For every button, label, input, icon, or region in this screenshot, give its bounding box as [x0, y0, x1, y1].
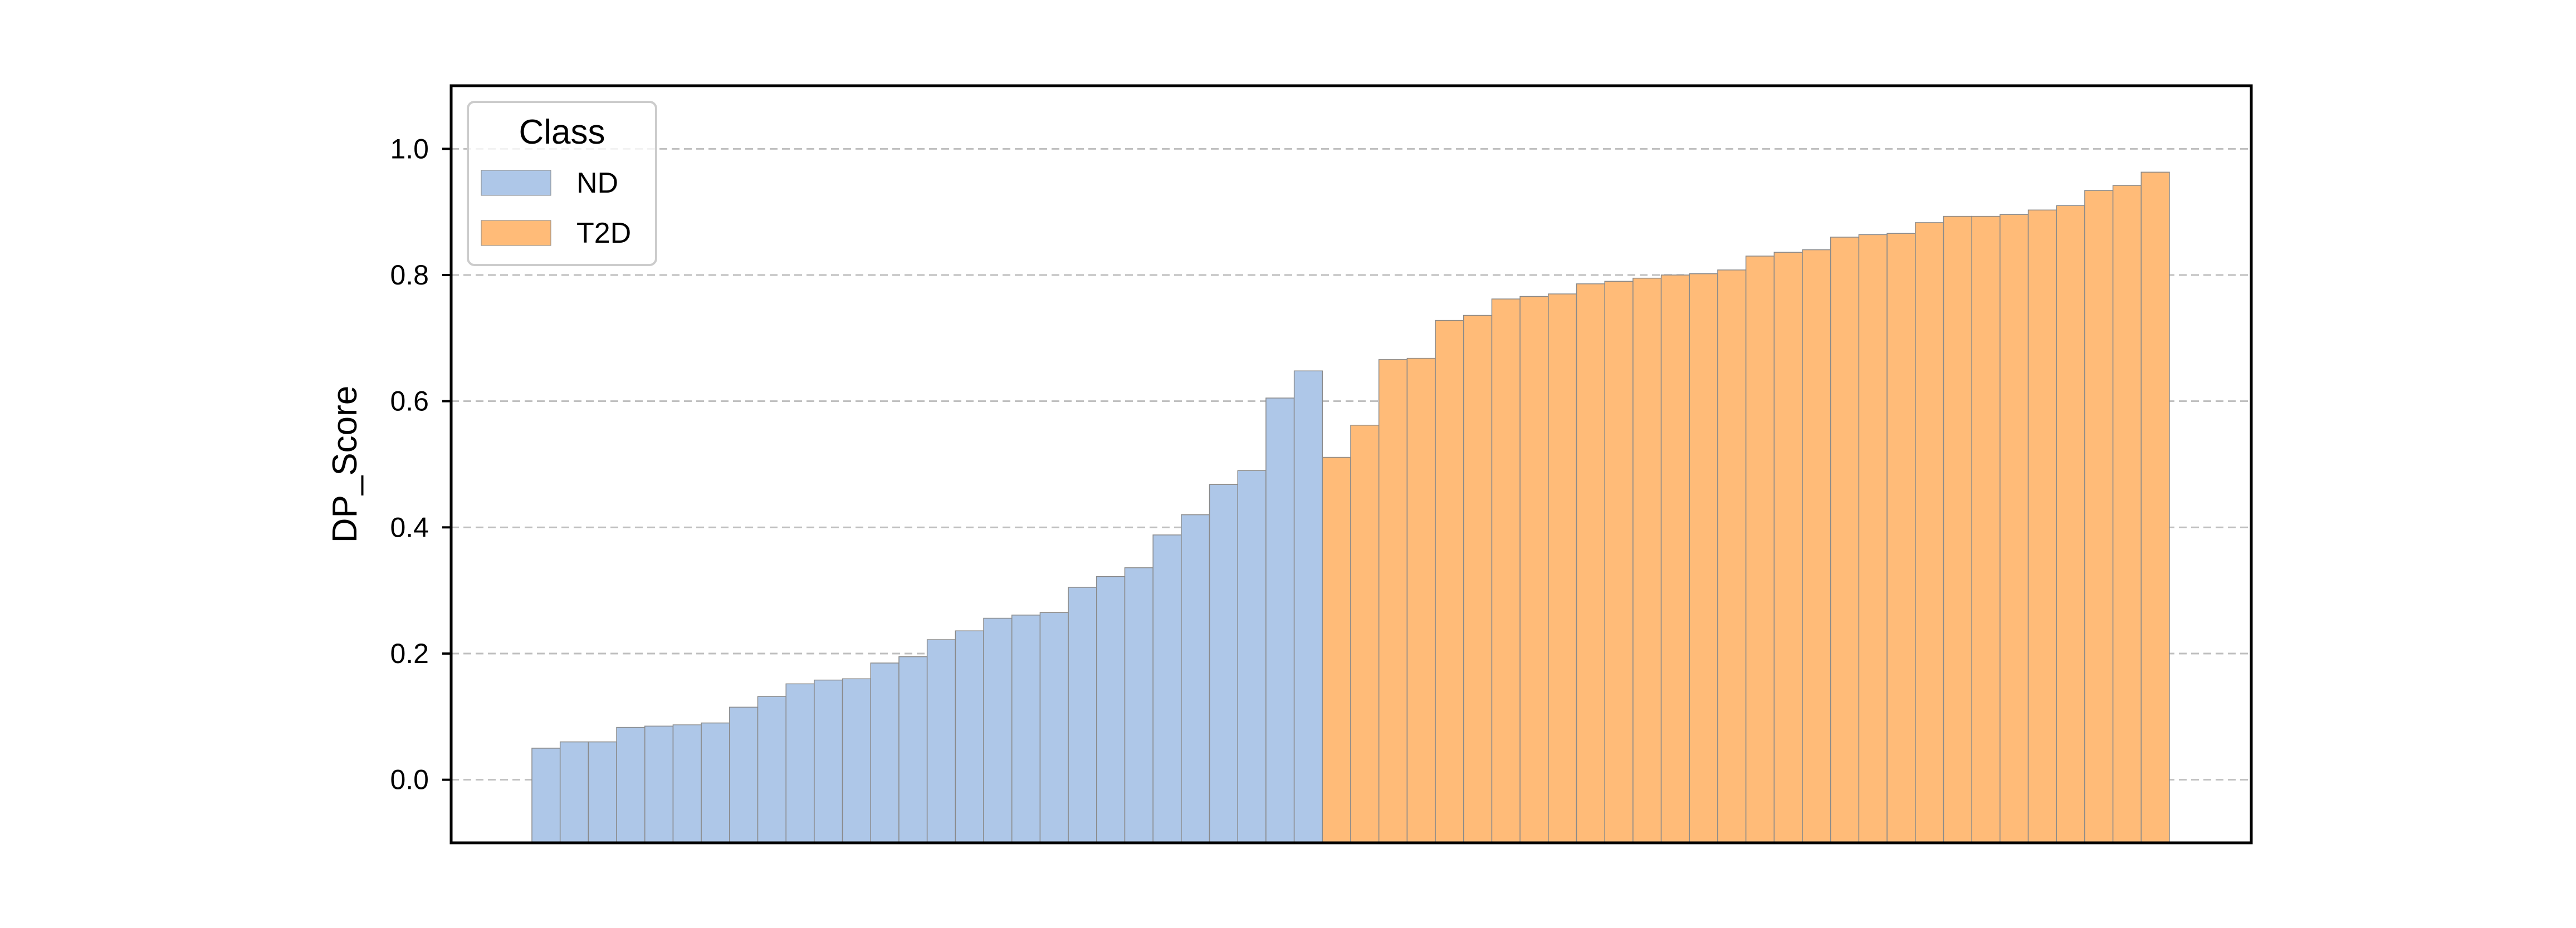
legend-title: Class [519, 113, 605, 151]
bar-nd-5 [644, 725, 674, 843]
bar-nd-19 [1039, 612, 1069, 843]
bar-t2d-22 [1915, 222, 1944, 843]
bar-nd-17 [983, 617, 1013, 843]
bar-nd-28 [1293, 370, 1323, 843]
bar-nd-21 [1096, 576, 1126, 843]
bar-nd-16 [955, 630, 984, 843]
bar-t2d-27 [2056, 205, 2085, 843]
y-tick-label: 1.0 [390, 133, 429, 164]
bar-t2d-29 [2112, 185, 2142, 843]
legend-swatch-t2d [481, 220, 551, 246]
bar-nd-3 [588, 741, 617, 843]
bar-t2d-7 [1491, 298, 1521, 843]
bar-nd-26 [1237, 470, 1267, 843]
bar-nd-23 [1152, 534, 1182, 843]
bar-t2d-9 [1548, 293, 1577, 843]
bar-t2d-2 [1350, 424, 1380, 843]
legend: Class ND T2D [467, 101, 657, 266]
bar-t2d-5 [1435, 320, 1464, 843]
bar-t2d-12 [1632, 277, 1662, 843]
bar-nd-7 [701, 722, 730, 843]
bar-t2d-18 [1802, 249, 1831, 843]
bar-t2d-10 [1576, 283, 1605, 843]
bar-t2d-24 [1971, 215, 2001, 843]
bar-nd-6 [672, 724, 702, 843]
bar-t2d-11 [1604, 281, 1634, 843]
bar-nd-27 [1265, 397, 1295, 843]
y-tick-label: 0.6 [390, 386, 429, 417]
bar-nd-4 [616, 726, 646, 843]
bar-nd-1 [531, 748, 561, 843]
bar-t2d-19 [1830, 237, 1860, 843]
bar-t2d-13 [1660, 274, 1690, 843]
bar-t2d-30 [2140, 171, 2170, 843]
y-tick-label: 0.2 [390, 638, 429, 669]
bar-nd-25 [1209, 484, 1238, 843]
bar-nd-13 [870, 662, 900, 843]
bar-t2d-4 [1406, 357, 1436, 843]
bar-t2d-17 [1773, 252, 1803, 843]
bar-t2d-21 [1886, 233, 1916, 843]
bar-t2d-15 [1717, 269, 1747, 843]
y-axis-title: DP_Score [326, 386, 364, 543]
bar-t2d-28 [2084, 190, 2114, 843]
bar-nd-24 [1181, 514, 1210, 843]
bar-nd-18 [1011, 615, 1041, 843]
bar-t2d-1 [1322, 456, 1351, 843]
bar-nd-12 [842, 678, 872, 843]
bar-nd-9 [757, 696, 786, 843]
legend-label-nd: ND [576, 167, 618, 199]
bar-nd-11 [814, 679, 843, 843]
bar-nd-8 [729, 706, 759, 843]
y-tick-label: 0.0 [390, 764, 429, 796]
bar-nd-15 [926, 639, 956, 843]
bar-t2d-23 [1943, 215, 1972, 843]
bar-nd-22 [1124, 567, 1153, 843]
bar-t2d-16 [1745, 256, 1775, 843]
bar-nd-10 [785, 683, 815, 843]
bar-nd-2 [559, 741, 589, 843]
bar-t2d-6 [1463, 315, 1493, 843]
bar-t2d-3 [1378, 359, 1408, 843]
bar-t2d-8 [1519, 296, 1549, 843]
bar-nd-14 [898, 656, 928, 843]
bar-t2d-20 [1858, 234, 1888, 843]
y-tick-label: 0.4 [390, 512, 429, 543]
legend-label-t2d: T2D [576, 217, 631, 249]
legend-swatch-nd [481, 170, 551, 196]
bar-t2d-14 [1689, 273, 1718, 843]
y-axis: 0.0 0.2 0.4 0.6 0.8 1.0 [390, 133, 451, 796]
plot-frame [449, 84, 2253, 844]
bar-nd-20 [1068, 587, 1097, 843]
bar-t2d-25 [2000, 214, 2029, 843]
bar-t2d-26 [2027, 209, 2057, 843]
y-tick-label: 0.8 [390, 259, 429, 291]
